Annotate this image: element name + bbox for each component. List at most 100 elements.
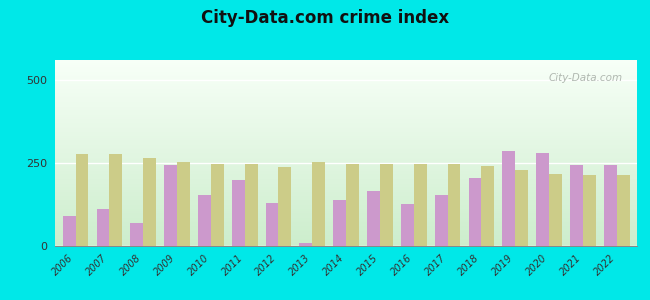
Bar xyxy=(55,218,637,219)
Bar xyxy=(55,115,637,116)
Bar xyxy=(55,141,637,142)
Bar xyxy=(617,175,630,246)
Bar xyxy=(55,81,637,82)
Bar xyxy=(55,85,637,86)
Bar xyxy=(55,204,637,205)
Bar xyxy=(604,165,617,246)
Bar xyxy=(55,144,637,145)
Bar xyxy=(55,198,637,199)
Bar xyxy=(55,108,637,109)
Bar xyxy=(55,97,637,98)
Text: City-Data.com crime index: City-Data.com crime index xyxy=(201,9,449,27)
Bar xyxy=(55,102,637,103)
Bar xyxy=(55,168,637,169)
Bar xyxy=(55,242,637,243)
Bar xyxy=(55,159,637,160)
Bar xyxy=(55,105,637,106)
Bar xyxy=(583,175,596,246)
Bar xyxy=(55,94,637,95)
Bar xyxy=(55,238,637,239)
Bar xyxy=(55,233,637,234)
Bar xyxy=(55,133,637,134)
Bar xyxy=(55,234,637,235)
Bar xyxy=(55,197,637,198)
Bar xyxy=(55,150,637,151)
Bar xyxy=(55,109,637,110)
Bar xyxy=(55,189,637,190)
Bar xyxy=(536,153,549,246)
Bar xyxy=(55,164,637,165)
Bar xyxy=(55,165,637,166)
Bar xyxy=(55,140,637,141)
Bar xyxy=(55,222,637,223)
Bar xyxy=(401,205,414,246)
Bar xyxy=(55,71,637,72)
Bar xyxy=(75,154,88,246)
Bar xyxy=(55,76,637,77)
Bar xyxy=(55,235,637,236)
Bar xyxy=(55,171,637,172)
Bar xyxy=(55,211,637,212)
Bar xyxy=(55,179,637,180)
Bar xyxy=(55,214,637,215)
Bar xyxy=(55,124,637,125)
Bar xyxy=(55,135,637,136)
Bar xyxy=(55,72,637,73)
Bar xyxy=(55,210,637,211)
Bar xyxy=(55,128,637,129)
Bar xyxy=(55,118,637,119)
Bar xyxy=(380,164,393,246)
Bar xyxy=(55,122,637,123)
Bar xyxy=(55,185,637,187)
Bar xyxy=(55,225,637,226)
Bar xyxy=(55,98,637,99)
Bar xyxy=(55,229,637,230)
Bar xyxy=(55,173,637,174)
Bar xyxy=(55,228,637,229)
Bar xyxy=(55,95,637,96)
Bar xyxy=(55,219,637,220)
Bar xyxy=(55,243,637,244)
Bar xyxy=(346,164,359,246)
Bar xyxy=(55,216,637,217)
Bar xyxy=(211,164,224,246)
Bar xyxy=(55,117,637,118)
Bar xyxy=(55,87,637,88)
Bar xyxy=(55,146,637,147)
Bar xyxy=(55,245,637,246)
Bar xyxy=(96,209,109,246)
Bar xyxy=(55,137,637,138)
Bar xyxy=(55,232,637,233)
Bar xyxy=(312,162,325,246)
Bar xyxy=(131,223,143,246)
Bar xyxy=(55,96,637,97)
Bar xyxy=(55,194,637,195)
Bar xyxy=(469,178,482,246)
Bar xyxy=(55,192,637,193)
Bar xyxy=(55,70,637,71)
Bar xyxy=(55,160,637,161)
Bar xyxy=(55,230,637,231)
Bar xyxy=(55,84,637,85)
Bar xyxy=(55,220,637,221)
Bar xyxy=(55,142,637,143)
Bar xyxy=(55,224,637,225)
Bar xyxy=(55,111,637,112)
Bar xyxy=(55,163,637,164)
Bar xyxy=(55,125,637,126)
Bar xyxy=(55,80,637,81)
Bar xyxy=(55,156,637,157)
Bar xyxy=(55,195,637,196)
Bar xyxy=(55,155,637,156)
Bar xyxy=(435,194,448,246)
Bar xyxy=(55,203,637,204)
Bar xyxy=(55,149,637,150)
Bar xyxy=(55,101,637,102)
Bar xyxy=(232,180,244,246)
Bar xyxy=(55,104,637,105)
Bar xyxy=(55,202,637,203)
Bar xyxy=(164,165,177,246)
Bar xyxy=(55,244,637,245)
Bar xyxy=(55,120,637,122)
Bar xyxy=(55,237,637,238)
